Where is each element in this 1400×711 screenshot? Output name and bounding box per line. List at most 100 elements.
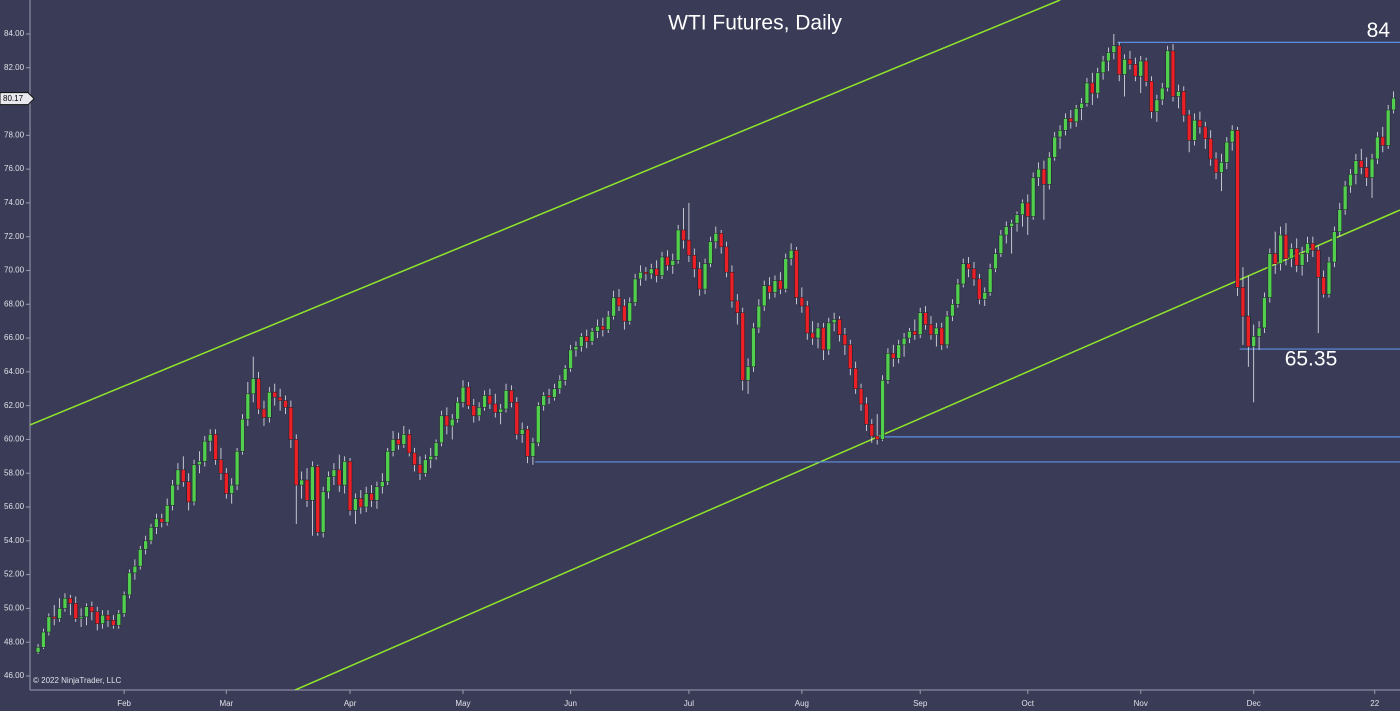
candle-body	[428, 456, 433, 460]
candle-body	[439, 415, 444, 444]
candle-body	[1079, 102, 1084, 109]
candle-body	[95, 611, 100, 624]
candle-body	[186, 481, 191, 503]
candle-body	[342, 461, 347, 486]
candle-body	[928, 324, 934, 335]
candle-body	[326, 476, 331, 493]
y-tick-label: 68.00	[4, 299, 25, 308]
candle-body	[294, 439, 299, 486]
candle-body	[595, 325, 600, 332]
candle-body	[530, 442, 536, 457]
candle-body	[229, 484, 234, 494]
candle-body	[702, 263, 708, 290]
candle-body	[347, 461, 353, 511]
candle-body	[224, 472, 229, 494]
candle-body	[831, 319, 837, 324]
candle-body	[1262, 297, 1267, 329]
candle-body	[1084, 82, 1090, 104]
candle-body	[670, 260, 675, 266]
candle-body	[885, 353, 891, 381]
candle-body	[923, 312, 928, 325]
candle-body	[1057, 130, 1063, 138]
candle-body	[261, 408, 267, 418]
candle-body	[772, 280, 778, 293]
level-label: 84	[1367, 19, 1391, 42]
candle-body	[89, 606, 95, 613]
candle-body	[374, 486, 380, 501]
candle-body	[541, 395, 546, 406]
candle-body	[955, 283, 961, 305]
candle-body	[649, 268, 654, 275]
candle-body	[423, 459, 428, 474]
candle-body	[73, 603, 78, 619]
candle-body	[218, 459, 224, 474]
candle-body	[514, 402, 519, 435]
candle-body	[1240, 287, 1246, 317]
last-price-label: 80.17	[3, 94, 24, 103]
candle-body	[487, 395, 493, 405]
candle-body	[1235, 130, 1240, 288]
candle-body	[1310, 243, 1316, 251]
candle-body	[283, 400, 288, 408]
candle-body	[815, 327, 821, 339]
candle-body	[982, 292, 987, 300]
candle-body	[1380, 136, 1385, 146]
candle-body	[1100, 60, 1106, 74]
candle-body	[950, 304, 955, 317]
candle-body	[568, 349, 573, 369]
candle-body	[390, 439, 396, 452]
candle-body	[966, 263, 971, 270]
candle-body	[557, 380, 563, 390]
candle-body	[1267, 253, 1273, 298]
candle-body	[1197, 119, 1203, 128]
candle-body	[579, 336, 584, 347]
candle-body	[1348, 173, 1353, 187]
candle-body	[1369, 158, 1375, 178]
candle-body	[1219, 162, 1224, 173]
candle-body	[1014, 214, 1020, 224]
candle-body	[417, 464, 423, 474]
candle-body	[799, 297, 805, 307]
candle-body	[1342, 185, 1348, 210]
candle-body	[385, 451, 390, 482]
candle-body	[175, 469, 181, 486]
candle-body	[1068, 118, 1073, 123]
candle-body	[1036, 168, 1041, 178]
candle-body	[1090, 82, 1095, 94]
candle-body	[1337, 209, 1342, 232]
candle-body	[584, 336, 589, 342]
candle-body	[84, 606, 89, 618]
channel-line	[294, 209, 1400, 690]
candle-body	[41, 631, 46, 648]
candle-body	[1208, 138, 1213, 160]
candle-body	[1316, 249, 1321, 278]
candle-body	[1278, 234, 1283, 264]
candle-body	[1332, 231, 1337, 263]
candle-body	[105, 614, 111, 621]
candle-body	[1133, 64, 1138, 77]
x-tick-label: Feb	[117, 699, 131, 708]
candle-body	[708, 241, 713, 264]
candle-body	[837, 319, 842, 335]
candle-body	[536, 405, 541, 444]
x-tick-label: May	[455, 699, 470, 708]
y-tick-label: 84.00	[4, 29, 25, 38]
candle-body	[848, 344, 853, 369]
candle-body	[509, 390, 514, 403]
candle-body	[240, 418, 245, 452]
candle-body	[272, 391, 277, 398]
candle-body	[181, 469, 186, 482]
candle-body	[1299, 253, 1305, 266]
candle-body	[503, 390, 509, 410]
channel-line	[30, 0, 1061, 426]
candle-body	[1030, 177, 1036, 217]
x-tick-label: Dec	[1247, 699, 1261, 708]
candle-body	[998, 234, 1004, 254]
candle-body	[476, 407, 482, 417]
x-tick-label: Nov	[1134, 699, 1148, 708]
candle-body	[724, 246, 729, 273]
candle-body	[686, 239, 692, 256]
candle-body	[202, 440, 207, 462]
x-tick-label: Mar	[219, 699, 233, 708]
